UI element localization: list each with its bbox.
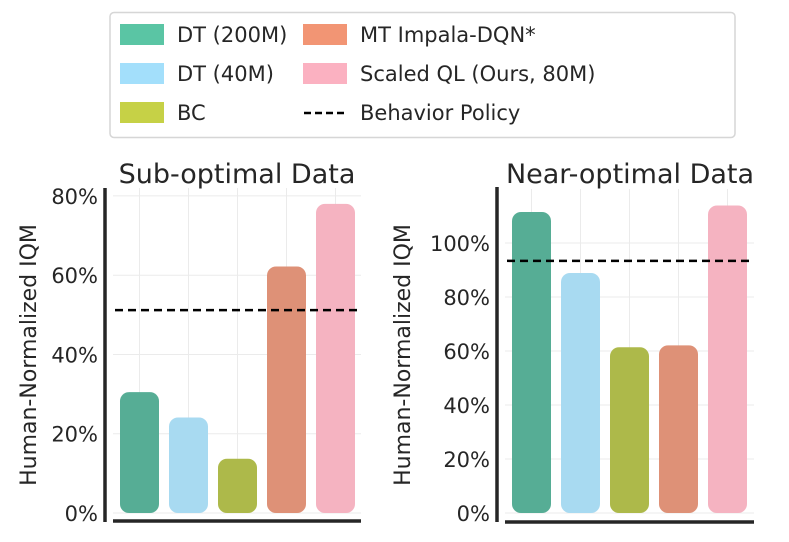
legend-swatch: [303, 63, 347, 84]
legend-label: DT (200M): [177, 23, 287, 47]
legend-swatch: [120, 24, 164, 45]
subplot-near-optimal: Near-optimal Data Human-Normalized IQM 0…: [391, 159, 754, 526]
bar-bc: [610, 347, 649, 513]
bar-mt-impala-dqn: [267, 266, 306, 513]
legend-item: Behavior Policy: [304, 101, 520, 125]
legend-frame: [109, 11, 736, 139]
legend-label: BC: [177, 101, 206, 125]
legend-item: MT Impala-DQN*: [303, 23, 536, 47]
bar-dt-200m: [512, 211, 551, 513]
bar-dt-200m: [120, 392, 159, 513]
legend-item: BC: [120, 101, 206, 125]
bar-scaled-ql-ours-80m: [316, 203, 355, 514]
y-tick-label: 60%: [51, 264, 98, 288]
y-axis-label: Human-Normalized IQM: [17, 224, 42, 486]
y-tick-label: 40%: [51, 343, 98, 367]
y-tick-label: 40%: [443, 394, 490, 418]
subplot-title: Near-optimal Data: [506, 159, 754, 190]
subplot-sub-optimal: Sub-optimal Data Human-Normalized IQM 0%…: [17, 159, 361, 526]
bar-dt-40m: [561, 272, 600, 513]
legend-label: Behavior Policy: [360, 101, 520, 125]
legend-swatch: [303, 24, 347, 45]
legend-label: DT (40M): [177, 62, 274, 86]
bar-scaled-ql-ours-80m: [708, 205, 747, 513]
legend-swatch: [120, 63, 164, 84]
bar-mt-impala-dqn: [659, 345, 698, 513]
y-tick-label: 80%: [443, 286, 490, 310]
y-tick-label: 100%: [430, 232, 490, 256]
bar-bc: [218, 458, 257, 513]
y-tick-label: 80%: [51, 185, 98, 209]
legend-label: Scaled QL (Ours, 80M): [360, 62, 595, 86]
legend-swatch: [120, 102, 164, 123]
y-tick-label: 20%: [51, 423, 98, 447]
legend: DT (200M) DT (40M) BC MT Impala-DQN* Scaled …: [109, 11, 736, 139]
legend-item: DT (200M): [120, 23, 287, 47]
y-tick-label: 60%: [443, 340, 490, 364]
y-tick-label: 0%: [65, 502, 98, 526]
legend-label: MT Impala-DQN*: [360, 23, 536, 47]
legend-item: DT (40M): [120, 62, 274, 86]
subplot-title: Sub-optimal Data: [119, 159, 356, 190]
legend-item: Scaled QL (Ours, 80M): [303, 62, 595, 86]
y-axis-label: Human-Normalized IQM: [391, 224, 416, 486]
y-tick-label: 0%: [457, 502, 490, 526]
y-tick-label: 20%: [443, 448, 490, 472]
bar-dt-40m: [169, 417, 208, 513]
